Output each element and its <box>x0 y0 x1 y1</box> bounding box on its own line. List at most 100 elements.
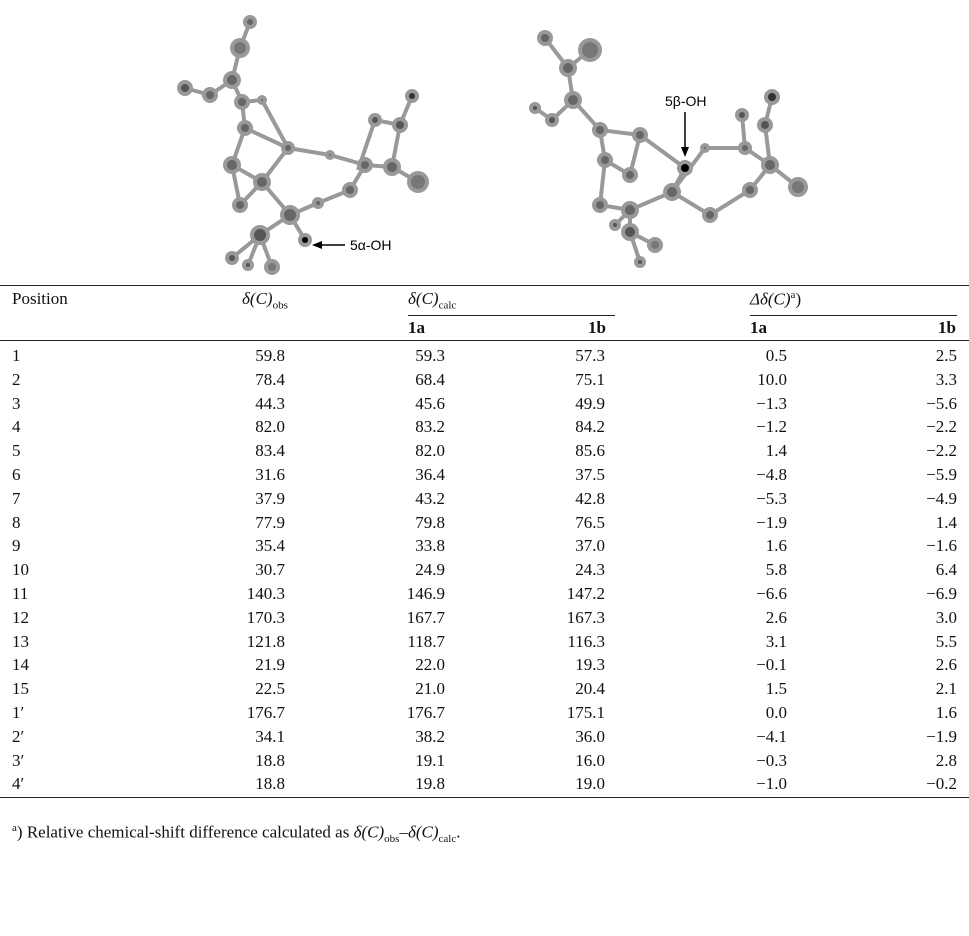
symbol: δ(C) <box>408 289 439 308</box>
header-position: Position <box>12 289 68 309</box>
cell-calc-1a: 21.0 <box>415 679 445 699</box>
cell-calc-1a: 176.7 <box>407 703 445 723</box>
cell-observed: 18.8 <box>255 751 285 771</box>
cell-position: 8 <box>12 513 21 533</box>
cell-calc-1a: 43.2 <box>415 489 445 509</box>
cell-diff-1a: −1.9 <box>756 513 787 533</box>
cell-calc-1a: 79.8 <box>415 513 445 533</box>
cell-position: 10 <box>12 560 29 580</box>
cell-diff-1b: −1.6 <box>926 536 957 556</box>
cell-position: 14 <box>12 655 29 675</box>
subscript: calc <box>439 833 457 845</box>
cell-calc-1b: 19.0 <box>575 774 605 794</box>
cell-diff-1b: 2.1 <box>936 679 957 699</box>
paren: ) <box>795 290 801 309</box>
header-observed: δ(C)obs <box>242 289 288 311</box>
cell-position: 7 <box>12 489 21 509</box>
cell-diff-1a: −0.3 <box>756 751 787 771</box>
cell-diff-1a: −1.2 <box>756 417 787 437</box>
cell-calc-1b: 37.0 <box>575 536 605 556</box>
cell-observed: 18.8 <box>255 774 285 794</box>
subscript: obs <box>384 833 399 845</box>
cell-diff-1b: 2.8 <box>936 751 957 771</box>
cell-diff-1a: −5.3 <box>756 489 787 509</box>
cell-observed: 59.8 <box>255 346 285 366</box>
cell-position: 3 <box>12 394 21 414</box>
arrowhead <box>312 241 322 249</box>
cell-diff-1a: 1.5 <box>766 679 787 699</box>
cell-position: 4 <box>12 417 21 437</box>
cell-diff-1a: 10.0 <box>757 370 787 390</box>
subheader: 1a <box>408 318 425 338</box>
header-calculated: δ(C)calc <box>408 289 456 311</box>
cell-calc-1b: 19.3 <box>575 655 605 675</box>
cell-diff-1a: 3.1 <box>766 632 787 652</box>
cell-observed: 77.9 <box>255 513 285 533</box>
cell-observed: 82.0 <box>255 417 285 437</box>
cell-calc-1b: 57.3 <box>575 346 605 366</box>
cell-diff-1a: 2.6 <box>766 608 787 628</box>
cell-diff-1b: 1.4 <box>936 513 957 533</box>
cell-diff-1a: −1.3 <box>756 394 787 414</box>
cell-calc-1b: 175.1 <box>567 703 605 723</box>
cell-position: 1′ <box>12 703 24 723</box>
cell-diff-1b: −5.9 <box>926 465 957 485</box>
cell-diff-1b: −2.2 <box>926 417 957 437</box>
cell-calc-1b: 75.1 <box>575 370 605 390</box>
cell-calc-1b: 24.3 <box>575 560 605 580</box>
cell-calc-1b: 76.5 <box>575 513 605 533</box>
symbol: δ(C) <box>354 823 385 842</box>
cell-diff-1b: 3.3 <box>936 370 957 390</box>
molecule-right <box>531 32 806 266</box>
cell-position: 1 <box>12 346 21 366</box>
cell-calc-1a: 146.9 <box>407 584 445 604</box>
cell-calc-1b: 116.3 <box>567 632 605 652</box>
cell-observed: 35.4 <box>255 536 285 556</box>
cell-diff-1a: 1.4 <box>766 441 787 461</box>
cell-calc-1a: 24.9 <box>415 560 445 580</box>
subheader: 1a <box>750 318 767 338</box>
cell-observed: 21.9 <box>255 655 285 675</box>
cell-position: 13 <box>12 632 29 652</box>
cell-position: 2′ <box>12 727 24 747</box>
cell-calc-1b: 147.2 <box>567 584 605 604</box>
cell-diff-1b: 5.5 <box>936 632 957 652</box>
cell-calc-1b: 167.3 <box>567 608 605 628</box>
cell-observed: 30.7 <box>255 560 285 580</box>
cell-diff-1b: −4.9 <box>926 489 957 509</box>
cell-observed: 121.8 <box>247 632 285 652</box>
subscript: calc <box>439 299 457 311</box>
cell-observed: 31.6 <box>255 465 285 485</box>
cell-diff-1a: −1.0 <box>756 774 787 794</box>
cell-calc-1a: 82.0 <box>415 441 445 461</box>
cell-position: 6 <box>12 465 21 485</box>
period: . <box>456 823 460 842</box>
subheader: 1b <box>588 318 606 338</box>
cell-calc-1a: 19.1 <box>415 751 445 771</box>
cell-diff-1b: −0.2 <box>926 774 957 794</box>
cell-diff-1b: 6.4 <box>936 560 957 580</box>
cell-observed: 34.1 <box>255 727 285 747</box>
cell-calc-1a: 22.0 <box>415 655 445 675</box>
cell-position: 2 <box>12 370 21 390</box>
cell-diff-1b: 2.6 <box>936 655 957 675</box>
cell-calc-1a: 36.4 <box>415 465 445 485</box>
cell-diff-1a: 5.8 <box>766 560 787 580</box>
cell-position: 12 <box>12 608 29 628</box>
cell-observed: 22.5 <box>255 679 285 699</box>
cell-calc-1a: 118.7 <box>407 632 445 652</box>
molecule-figure: 5α-OH 5β-OH <box>0 0 969 280</box>
cell-diff-1a: 1.6 <box>766 536 787 556</box>
symbol: Δδ(C) <box>750 290 791 309</box>
cell-position: 3′ <box>12 751 24 771</box>
symbol: δ(C) <box>408 823 439 842</box>
cell-calc-1a: 68.4 <box>415 370 445 390</box>
label-5alpha: 5α-OH <box>350 237 392 253</box>
table-rule <box>0 285 969 286</box>
cell-observed: 83.4 <box>255 441 285 461</box>
cell-diff-1b: 3.0 <box>936 608 957 628</box>
footnote: a) Relative chemical-shift difference ca… <box>12 822 460 845</box>
cell-diff-1a: −6.6 <box>756 584 787 604</box>
group-rule <box>750 315 957 316</box>
group-rule <box>408 315 615 316</box>
